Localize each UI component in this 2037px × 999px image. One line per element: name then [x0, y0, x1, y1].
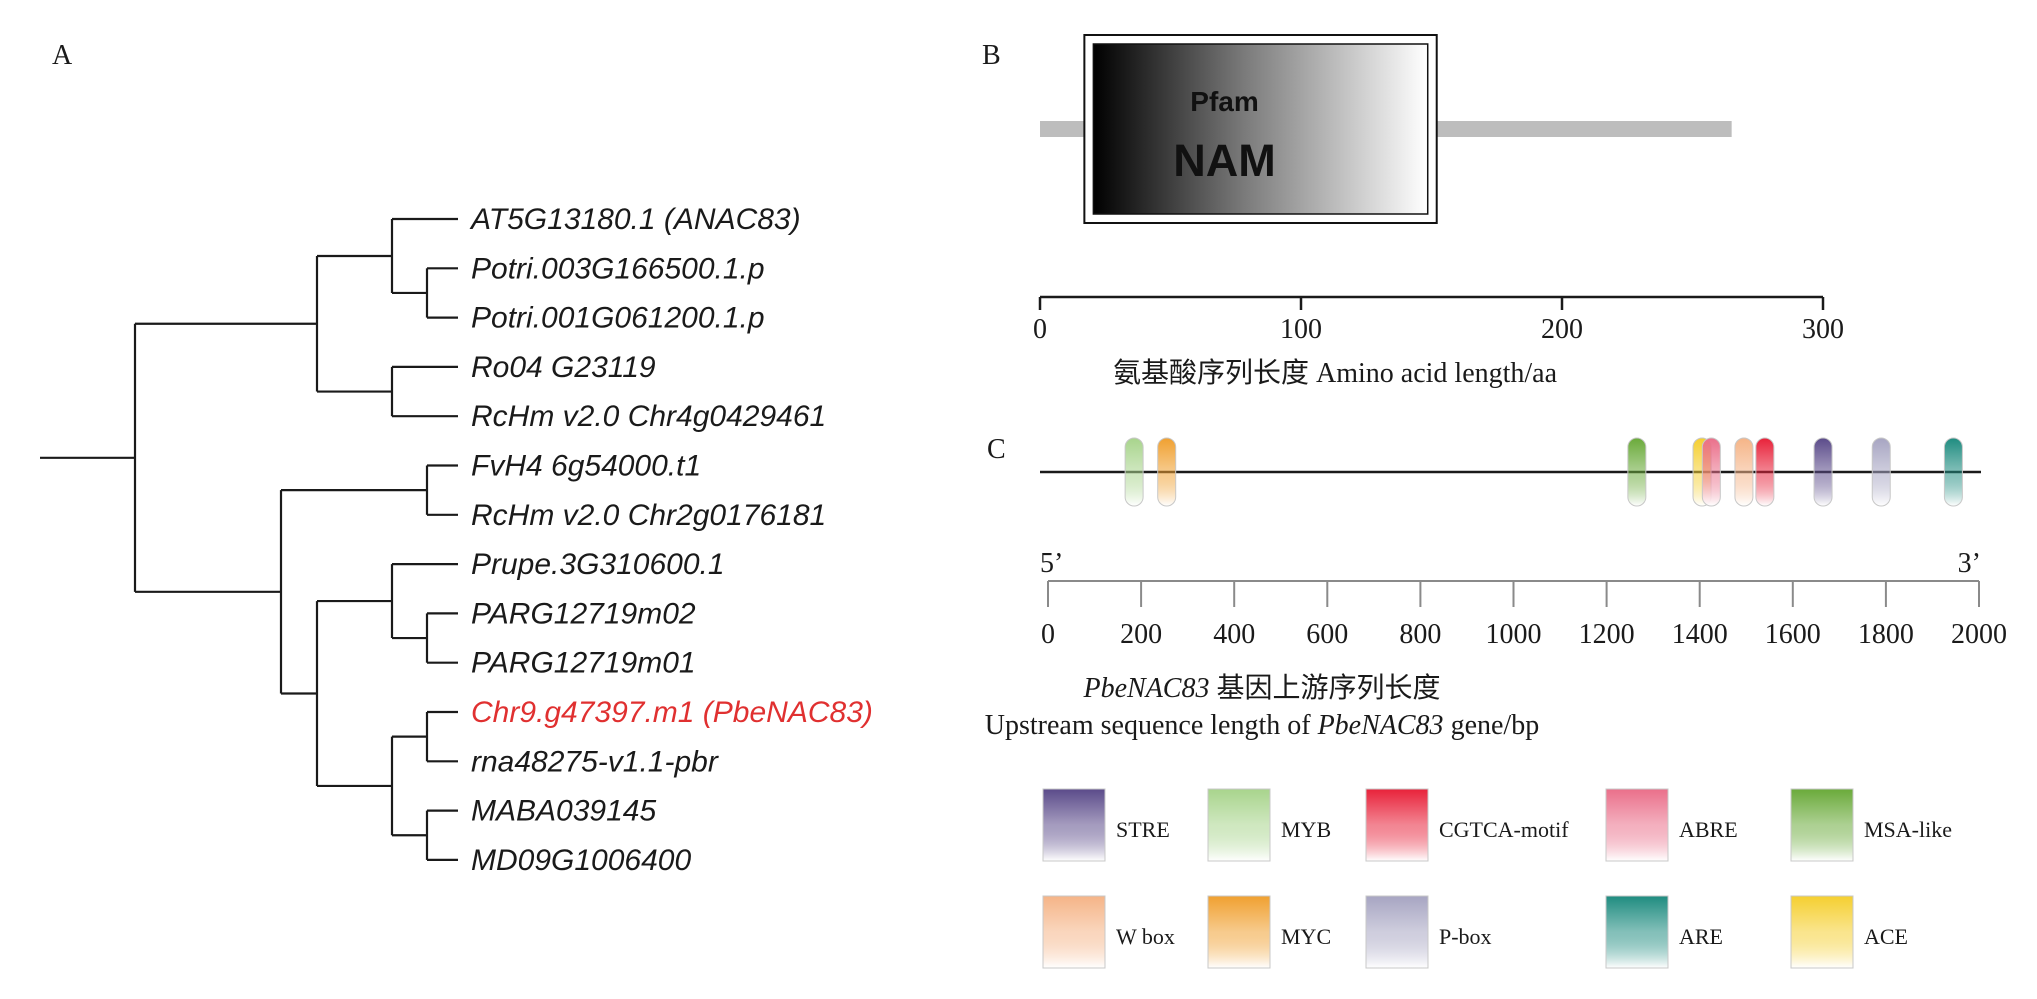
legend-label-ace: ACE — [1864, 924, 1908, 949]
promoter-tick-label: 200 — [1120, 619, 1162, 650]
domain-structure: Pfam NAM — [1040, 34, 1732, 224]
promoter-tick-label: 800 — [1399, 619, 1441, 650]
legend-label-stre: STRE — [1116, 817, 1170, 842]
promoter-axis-label-line2: Upstream sequence length of PbeNAC83 gen… — [985, 710, 1539, 741]
tree-leaf-label: Chr9.g47397.m1 (PbeNAC83) — [471, 696, 873, 729]
legend-label-myc: MYC — [1281, 924, 1331, 949]
promoter-axis-label-cn: 基因上游序列长度 — [1209, 672, 1440, 704]
promoter-axis: 5’ 3’ 0 200 400 600 800 1000 1200 1400 1600 1800 200… — [1040, 548, 2007, 650]
gene-name: PbeNAC83 — [1317, 710, 1444, 741]
legend-swatch-ace — [1790, 895, 1854, 969]
legend-swatch-w-box — [1042, 895, 1106, 969]
legend: STRE MYB CGTCA-motif ABRE MSA-like W box MYC P-… — [1042, 788, 1952, 969]
tree-labels: AT5G13180.1 (ANAC83) Potri.003G166500.1.p… — [469, 203, 873, 877]
promoter-axis-label-en: Upstream sequence length of — [985, 710, 1318, 741]
promoter-tick-label: 2000 — [1951, 619, 2007, 650]
legend-label-abre: ABRE — [1679, 817, 1738, 842]
legend-label-myb: MYB — [1281, 817, 1331, 842]
tree-leaf-label: FvH4 6g54000.t1 — [471, 450, 701, 483]
amino-acid-tick-label: 200 — [1541, 314, 1583, 345]
tree-branches — [40, 217, 458, 862]
tree-leaf-label: MD09G1006400 — [471, 844, 691, 877]
tree-leaf-label: Potri.001G061200.1.p — [471, 302, 765, 335]
legend-label-cgtca-motif: CGTCA-motif — [1439, 817, 1569, 842]
promoter-axis-label-unit: gene/bp — [1444, 710, 1540, 741]
five-prime-label: 5’ — [1040, 548, 1063, 579]
promoter-tick-label: 1000 — [1486, 619, 1542, 650]
tree-leaf-label: Prupe.3G310600.1 — [471, 548, 725, 581]
cis-element-abre — [1701, 437, 1721, 507]
tree-leaf-label: PARG12719m02 — [471, 597, 696, 630]
legend-swatch-myb — [1207, 788, 1271, 862]
promoter-tick-label: 600 — [1306, 619, 1348, 650]
amino-acid-axis-label: 氨基酸序列长度 Amino acid length/aa — [1113, 357, 1558, 389]
cis-element-are — [1943, 437, 1963, 507]
legend-swatch-cgtca-motif — [1365, 788, 1429, 862]
cis-element-p-box — [1871, 437, 1891, 507]
cis-element-w-box — [1734, 437, 1754, 507]
amino-acid-tick-label: 100 — [1280, 314, 1322, 345]
legend-swatch-are — [1605, 895, 1669, 969]
tree-leaf-label: RcHm v2.0 Chr2g0176181 — [471, 499, 826, 532]
legend-label-p-box: P-box — [1439, 924, 1492, 949]
domain-source-label: Pfam — [1190, 86, 1258, 117]
promoter-tick-label: 400 — [1213, 619, 1255, 650]
gene-name: PbeNAC83 — [1082, 673, 1209, 704]
promoter-tick-label: 1600 — [1765, 619, 1821, 650]
tree-leaf-label: PARG12719m01 — [471, 647, 696, 680]
legend-swatch-p-box — [1365, 895, 1429, 969]
cis-element-msa-like — [1627, 437, 1647, 507]
legend-swatch-myc — [1207, 895, 1271, 969]
panel-a-letter: A — [52, 40, 73, 71]
promoter-tick-label: 0 — [1041, 619, 1055, 650]
promoter-elements — [1040, 437, 1981, 507]
tree-leaf-label: Potri.003G166500.1.p — [471, 252, 765, 285]
promoter-tick-label: 1400 — [1672, 619, 1728, 650]
cis-element-stre — [1813, 437, 1833, 507]
legend-label-are: ARE — [1679, 924, 1723, 949]
legend-label-w-box: W box — [1116, 924, 1175, 949]
amino-acid-axis: 0 100 200 300 — [1033, 295, 1844, 345]
panel-c-letter: C — [987, 434, 1006, 465]
amino-acid-tick-label: 0 — [1033, 314, 1047, 345]
cis-element-myb — [1124, 437, 1144, 507]
tree-leaf-label: MABA039145 — [471, 795, 656, 828]
three-prime-label: 3’ — [1958, 548, 1981, 579]
legend-label-msa-like: MSA-like — [1864, 817, 1952, 842]
tree-leaf-label: RcHm v2.0 Chr4g0429461 — [471, 400, 826, 433]
panel-b-letter: B — [982, 40, 1001, 71]
cis-element-myc — [1157, 437, 1177, 507]
legend-swatch-msa-like — [1790, 788, 1854, 862]
cis-element-cgtca-motif — [1755, 437, 1775, 507]
promoter-tick-label: 1200 — [1579, 619, 1635, 650]
promoter-axis-label-line1: PbeNAC83 基因上游序列长度 — [1082, 672, 1440, 704]
tree-leaf-label: AT5G13180.1 (ANAC83) — [469, 203, 801, 236]
legend-swatch-abre — [1605, 788, 1669, 862]
legend-swatch-stre — [1042, 788, 1106, 862]
domain-name-label: NAM — [1173, 135, 1275, 186]
amino-acid-tick-label: 300 — [1802, 314, 1844, 345]
promoter-tick-label: 1800 — [1858, 619, 1914, 650]
nam-domain-box — [1092, 43, 1429, 215]
tree-leaf-label: rna48275-v1.1-pbr — [471, 745, 719, 778]
tree-leaf-label: Ro04 G23119 — [471, 351, 656, 384]
